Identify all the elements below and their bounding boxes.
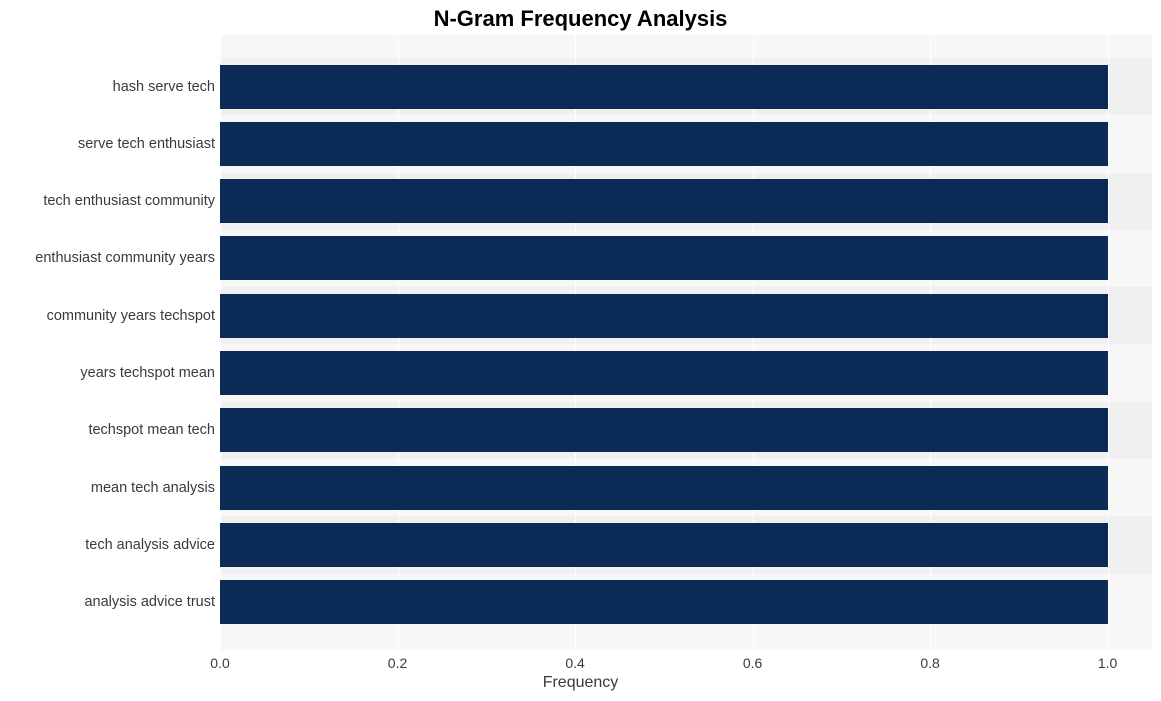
y-tick-label: enthusiast community years (5, 250, 215, 266)
x-gridline (1108, 459, 1109, 516)
bar (220, 523, 1108, 567)
y-tick-label: techspot mean tech (5, 422, 215, 438)
x-gridline (1108, 574, 1109, 631)
ngram-chart: N-Gram Frequency Analysis Frequency hash… (0, 0, 1161, 701)
bar (220, 351, 1108, 395)
x-gridline (1108, 230, 1109, 287)
y-tick-label: mean tech analysis (5, 480, 215, 496)
x-tick-label: 0.0 (210, 655, 229, 671)
bar (220, 466, 1108, 510)
x-gridline (1108, 173, 1109, 230)
x-axis-label: Frequency (0, 674, 1161, 692)
y-tick-label: community years techspot (5, 308, 215, 324)
chart-title: N-Gram Frequency Analysis (0, 6, 1161, 32)
y-tick-label: tech analysis advice (5, 537, 215, 553)
x-gridline (1108, 115, 1109, 172)
x-gridline (1108, 287, 1109, 344)
x-tick-label: 0.6 (743, 655, 762, 671)
bar (220, 122, 1108, 166)
y-tick-label: serve tech enthusiast (5, 136, 215, 152)
x-gridline (1108, 344, 1109, 401)
bar (220, 65, 1108, 109)
y-tick-label: years techspot mean (5, 365, 215, 381)
bar (220, 236, 1108, 280)
x-tick-label: 0.4 (565, 655, 584, 671)
bar (220, 580, 1108, 624)
y-tick-label: hash serve tech (5, 79, 215, 95)
x-tick-label: 0.8 (920, 655, 939, 671)
y-tick-label: tech enthusiast community (5, 193, 215, 209)
bar (220, 179, 1108, 223)
x-tick-label: 1.0 (1098, 655, 1117, 671)
x-gridline (1108, 516, 1109, 573)
x-tick-label: 0.2 (388, 655, 407, 671)
bar (220, 294, 1108, 338)
bar (220, 408, 1108, 452)
x-gridline (1108, 402, 1109, 459)
x-gridline (1108, 58, 1109, 115)
plot-area (220, 35, 1152, 650)
y-tick-label: analysis advice trust (5, 594, 215, 610)
